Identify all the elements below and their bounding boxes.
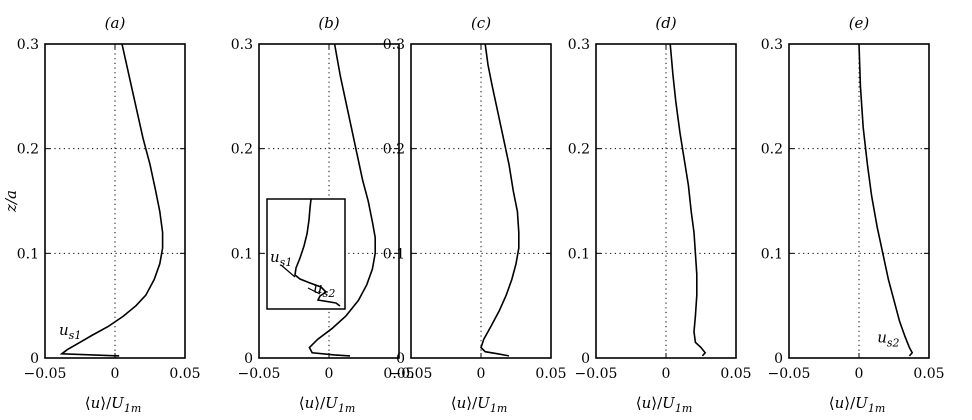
x-tick-label: 0.05 — [383, 366, 414, 382]
x-tick-label: −0.05 — [238, 366, 281, 382]
x-tick-label: 0.05 — [720, 366, 751, 382]
y-axis-label: z/a — [2, 190, 20, 213]
x-axis-label: ⟨u⟩/U1m — [451, 394, 508, 415]
y-tick-label: 0 — [244, 351, 253, 367]
y-tick-label: 0.1 — [568, 246, 590, 262]
panel-title: (c) — [471, 14, 491, 32]
x-axis-label: ⟨u⟩/U1m — [85, 394, 142, 415]
inset-label-us2: us2 — [313, 279, 335, 300]
inset-series-line — [294, 198, 341, 307]
y-tick-label: 0.3 — [17, 37, 39, 53]
x-axis-label: ⟨u⟩/U1m — [636, 394, 693, 415]
x-tick-label: 0 — [325, 366, 334, 382]
series-line — [59, 43, 164, 357]
x-tick-label: −0.05 — [24, 366, 67, 382]
x-tick-label: −0.05 — [390, 366, 433, 382]
y-tick-label: 0.2 — [231, 142, 253, 158]
plot-frame — [258, 43, 400, 359]
y-tick-label: 0.3 — [231, 37, 253, 53]
x-tick-label: 0 — [111, 366, 120, 382]
series-line — [669, 43, 707, 357]
plot-frame — [410, 43, 552, 359]
panel-title: (e) — [849, 14, 870, 32]
inset-frame — [266, 198, 346, 310]
x-tick-label: 0.05 — [913, 366, 944, 382]
series-line — [308, 43, 376, 357]
inset-label-us1: us1 — [270, 248, 292, 269]
x-tick-label: −0.05 — [768, 366, 811, 382]
y-tick-label: 0 — [396, 351, 405, 367]
chart-panel-4: 00.10.20.3−0.05 0 0.05(d)⟨u⟩/U1m — [568, 14, 752, 415]
annotation-label: us1 — [59, 321, 81, 342]
panel-title: (b) — [318, 14, 339, 32]
x-tick-label: 0.05 — [535, 366, 566, 382]
x-tick-label: 0 — [662, 366, 671, 382]
panel-title: (a) — [105, 14, 126, 32]
inset-leader — [307, 287, 321, 295]
y-tick-label: 0.3 — [568, 37, 590, 53]
panel-title: (d) — [655, 14, 676, 32]
x-tick-label: 0 — [855, 366, 864, 382]
chart-panel-3: 00.10.20.3−0.05 0 0.05(c)⟨u⟩/U1m — [383, 14, 567, 415]
y-tick-label: 0.2 — [761, 142, 783, 158]
y-tick-label: 0.1 — [383, 246, 405, 262]
series-line — [480, 43, 520, 357]
y-tick-label: 0.2 — [383, 142, 405, 158]
y-tick-label: 0 — [581, 351, 590, 367]
y-tick-label: 0 — [774, 351, 783, 367]
annotation-label: us2 — [877, 328, 899, 349]
y-tick-label: 0 — [30, 351, 39, 367]
y-tick-label: 0.1 — [231, 246, 253, 262]
x-axis-label: ⟨u⟩/U1m — [829, 394, 886, 415]
x-tick-label: −0.05 — [575, 366, 618, 382]
inset: us1 us2 — [266, 198, 346, 310]
plot-frame — [44, 43, 186, 359]
y-tick-label: 0.2 — [568, 142, 590, 158]
x-tick-label: 0 — [477, 366, 486, 382]
x-axis-label: ⟨u⟩/U1m — [299, 394, 356, 415]
plot-frame — [595, 43, 737, 359]
y-tick-label: 0.3 — [383, 37, 405, 53]
y-tick-label: 0.1 — [761, 246, 783, 262]
inset-leader — [280, 264, 296, 278]
y-tick-label: 0.1 — [17, 246, 39, 262]
series-line — [858, 43, 914, 357]
x-tick-label: 0.05 — [169, 366, 200, 382]
y-tick-label: 0.3 — [761, 37, 783, 53]
y-tick-label: 0.2 — [17, 142, 39, 158]
